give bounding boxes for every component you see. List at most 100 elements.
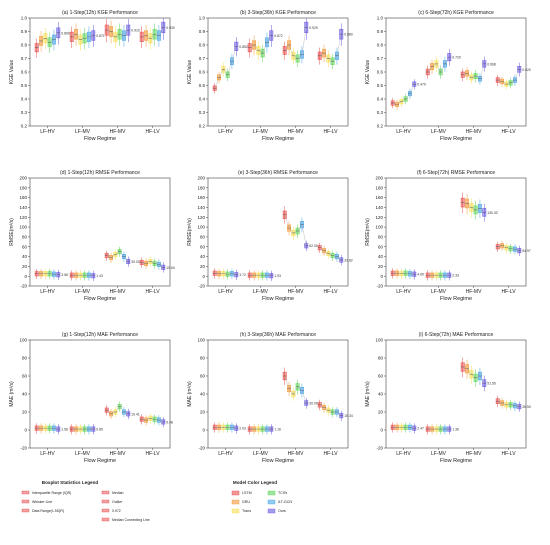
y-tick-label: 120 <box>375 215 383 220</box>
y-tick-label: 0.2 <box>199 124 206 129</box>
data-label: 62.00 <box>309 244 318 248</box>
x-tick-label: HF-MV <box>466 289 482 295</box>
data-label: 1.93 <box>274 274 281 278</box>
plot-area <box>30 340 170 448</box>
chart-title: (g) 1-Step(12h) MAE Performance <box>62 332 138 338</box>
y-tick-label: 0.7 <box>21 56 28 61</box>
x-axis-label: Flow Regime <box>262 458 294 464</box>
chart-title: (e) 3-Step(36h) RMSE Performance <box>238 170 318 176</box>
y-axis-label: MAE (m³/s) <box>9 381 15 407</box>
x-axis-label: Flow Regime <box>84 136 116 142</box>
legend-swatch <box>22 509 29 512</box>
x-tick-label: HF-LV <box>501 129 516 135</box>
y-tick-label: 1.0 <box>199 16 206 21</box>
y-tick-label: 0.6 <box>377 70 384 75</box>
y-tick-label: 1.0 <box>377 16 384 21</box>
data-label: 51.56 <box>487 382 496 386</box>
legend-swatch <box>102 518 109 521</box>
y-tick-label: 0.5 <box>377 83 384 88</box>
x-tick-label: LF-MV <box>253 451 269 457</box>
data-label: 130.33 <box>487 211 497 215</box>
chart-panel-e: (e) 3-Step(36h) RMSE Performance-2002040… <box>187 170 353 302</box>
chart-panel-h: (h) 3-Step(36h) MAE Performance-20020406… <box>187 332 353 464</box>
y-tick-label: 0.8 <box>21 43 28 48</box>
chart-panel-g: (g) 1-Step(12h) MAE Performance-20020406… <box>9 332 173 464</box>
data-label: 0.720 <box>452 56 461 60</box>
x-tick-label: LF-HV <box>218 129 233 135</box>
legend-model-label: LSTM <box>242 491 252 495</box>
legend-label: Data Range(1.5IQR) <box>32 509 64 513</box>
y-tick-label: 20 <box>200 410 206 415</box>
y-tick-label: 80 <box>378 356 384 361</box>
chart-panel-c: (c) 6-Step(72h) KGE Performance0.20.30.4… <box>365 10 531 142</box>
data-label: 0.910 <box>131 29 140 33</box>
y-tick-label: 160 <box>375 195 383 200</box>
y-tick-label: 200 <box>375 176 383 181</box>
plot-area <box>386 178 526 286</box>
data-label: 1.16 <box>274 428 281 432</box>
y-tick-label: 60 <box>200 244 206 249</box>
chart-panel-i: (i) 6-Step(72h) MAE Performance-20020406… <box>365 332 531 464</box>
chart-title: (h) 3-Step(36h) MAE Performance <box>240 332 316 338</box>
y-tick-label: 80 <box>200 235 206 240</box>
x-tick-label: HF-LV <box>323 129 338 135</box>
x-tick-label: HF-LV <box>145 451 160 457</box>
legend-label: Whisker Line <box>32 500 52 504</box>
legend-swatch <box>22 500 29 503</box>
data-label: 1.36 <box>452 428 459 432</box>
x-tick-label: HF-MV <box>110 451 126 457</box>
y-tick-label: 80 <box>200 356 206 361</box>
data-label: 0.620 <box>522 68 531 72</box>
data-label: 0.85 <box>96 428 103 432</box>
legend-swatch-lstm <box>232 491 239 495</box>
legend-model-label: TCiTs <box>278 491 287 495</box>
data-label: 0.668 <box>487 62 496 66</box>
y-tick-label: 0 <box>380 428 383 433</box>
chart-title: (b) 3-Step(36h) KGE Performance <box>240 10 316 16</box>
y-tick-label: 120 <box>19 215 27 220</box>
x-tick-label: LF-HV <box>396 451 411 457</box>
legend-title: Model Color Legend <box>233 480 277 485</box>
y-tick-label: 20 <box>378 264 384 269</box>
y-tick-label: 0 <box>202 274 205 279</box>
legend-model-label: GRU <box>242 500 250 504</box>
y-tick-label: 0.2 <box>21 124 28 129</box>
data-label: 30.00 <box>131 260 140 264</box>
legend-swatch-ours <box>268 509 275 513</box>
y-tick-label: -20 <box>20 446 27 451</box>
chart-panel-a: (a) 1-Step(12h) KGE Performance0.20.30.4… <box>9 10 175 142</box>
data-label: 1.58 <box>61 428 68 432</box>
x-tick-label: LF-MV <box>431 289 447 295</box>
x-tick-label: HF-MV <box>110 289 126 295</box>
y-tick-label: 0 <box>24 274 27 279</box>
x-tick-label: HF-LV <box>501 289 516 295</box>
y-tick-label: 0.9 <box>377 29 384 34</box>
x-tick-label: LF-HV <box>40 451 55 457</box>
x-axis-label: Flow Regime <box>440 136 472 142</box>
x-tick-label: LF-HV <box>396 129 411 135</box>
legend-swatch <box>22 491 29 494</box>
data-label: 0.872 <box>274 34 283 38</box>
x-tick-label: HF-LV <box>145 289 160 295</box>
legend-title: Boxplot Statistics Legend <box>42 480 99 485</box>
legend-label: 0.972 <box>112 509 121 513</box>
y-tick-label: 140 <box>197 205 205 210</box>
y-tick-label: 0 <box>202 428 205 433</box>
y-tick-label: 0.8 <box>377 43 384 48</box>
y-tick-label: 60 <box>200 374 206 379</box>
chart-title: (d) 1-Step(12h) RMSE Performance <box>60 170 140 176</box>
chart-title: (f) 6-Step(72h) RMSE Performance <box>417 170 496 176</box>
plot-area <box>30 178 170 286</box>
legend-label: Median Connecting Line <box>112 518 150 522</box>
y-tick-label: 60 <box>378 244 384 249</box>
data-label: 9.48 <box>166 420 173 424</box>
x-tick-label: LF-MV <box>431 129 447 135</box>
y-tick-label: 0.6 <box>21 70 28 75</box>
x-tick-label: HF-MV <box>288 289 304 295</box>
y-tick-label: 0.5 <box>21 83 28 88</box>
y-tick-label: 0.2 <box>377 124 384 129</box>
x-axis-label: Flow Regime <box>262 296 294 302</box>
